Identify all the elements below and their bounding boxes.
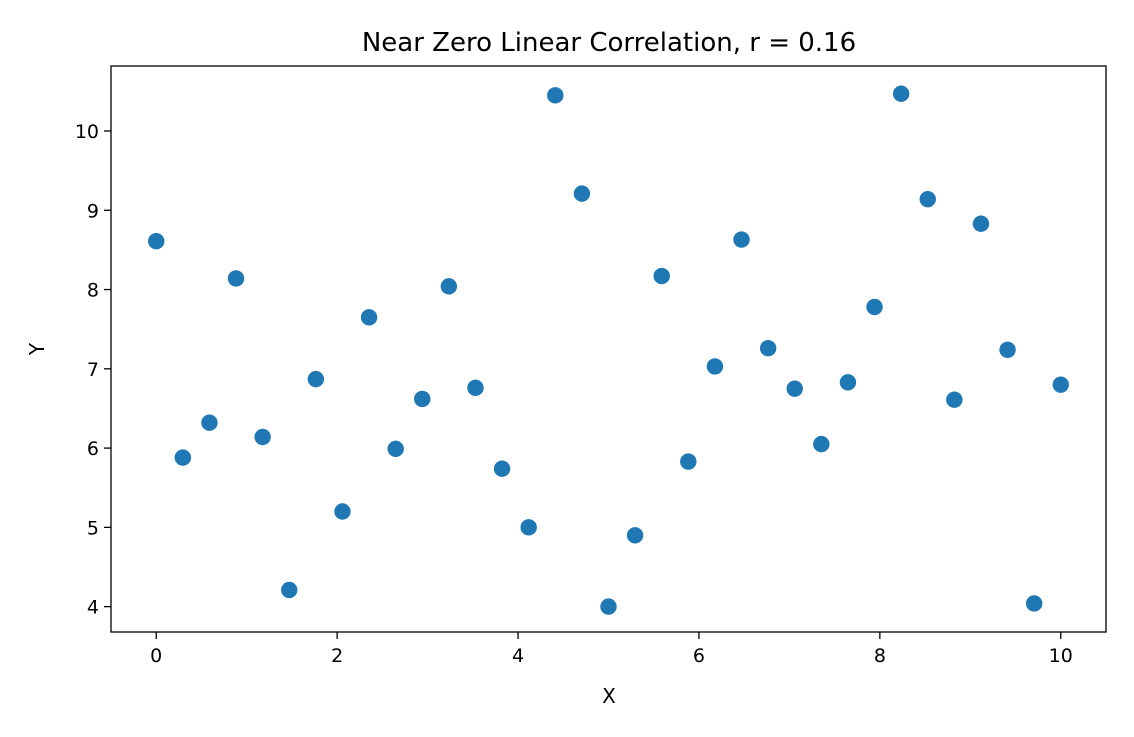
data-point bbox=[706, 358, 724, 375]
y-tick-label: 8 bbox=[87, 280, 99, 302]
y-tick-label: 4 bbox=[87, 597, 99, 619]
data-point bbox=[387, 440, 404, 458]
y-tick-label: 5 bbox=[87, 517, 99, 539]
y-tick-label: 6 bbox=[87, 438, 99, 460]
data-point bbox=[440, 278, 458, 295]
data-point bbox=[813, 435, 830, 453]
data-point bbox=[946, 391, 963, 408]
data-point bbox=[174, 449, 192, 466]
y-axis: 4 5 6 7 8 9 10 bbox=[75, 121, 111, 619]
data-point bbox=[493, 460, 511, 477]
data-point bbox=[573, 185, 591, 202]
data-point bbox=[786, 380, 803, 397]
x-tick-label: 0 bbox=[150, 645, 162, 667]
x-tick-label: 10 bbox=[1049, 645, 1073, 667]
data-point bbox=[201, 414, 218, 431]
data-point bbox=[1052, 376, 1069, 393]
x-tick-label: 8 bbox=[874, 645, 886, 667]
plot-frame bbox=[110, 65, 1107, 633]
data-point bbox=[467, 379, 484, 397]
data-point bbox=[866, 298, 883, 316]
data-point bbox=[759, 340, 777, 357]
data-point bbox=[999, 341, 1016, 358]
data-point bbox=[254, 428, 271, 446]
data-point bbox=[547, 87, 564, 104]
data-point bbox=[653, 267, 670, 285]
data-point bbox=[839, 374, 857, 391]
data-point bbox=[626, 527, 644, 544]
data-point bbox=[892, 85, 910, 102]
data-point bbox=[1025, 595, 1043, 612]
chart-title: Near Zero Linear Correlation, r = 0.16 bbox=[362, 28, 856, 58]
data-point bbox=[307, 370, 325, 388]
y-axis-label: Y bbox=[25, 342, 49, 356]
data-point bbox=[680, 453, 697, 470]
x-tick-label: 6 bbox=[693, 645, 705, 667]
data-point bbox=[227, 270, 245, 287]
data-point bbox=[281, 581, 298, 599]
x-axis-label: X bbox=[602, 684, 616, 708]
data-point bbox=[520, 519, 537, 536]
data-point bbox=[919, 190, 936, 208]
data-point bbox=[733, 231, 750, 248]
data-points bbox=[148, 85, 1069, 615]
x-axis: 0 2 4 6 8 10 bbox=[150, 632, 1073, 667]
data-point bbox=[600, 598, 617, 615]
data-point bbox=[414, 390, 431, 408]
data-point bbox=[972, 215, 990, 232]
y-tick-label: 10 bbox=[75, 121, 99, 143]
x-tick-label: 2 bbox=[331, 645, 343, 667]
data-point bbox=[148, 232, 165, 250]
data-point bbox=[334, 503, 351, 520]
y-tick-label: 7 bbox=[87, 359, 99, 381]
data-point bbox=[360, 309, 378, 326]
y-tick-label: 9 bbox=[87, 200, 99, 222]
x-tick-label: 4 bbox=[512, 645, 524, 667]
